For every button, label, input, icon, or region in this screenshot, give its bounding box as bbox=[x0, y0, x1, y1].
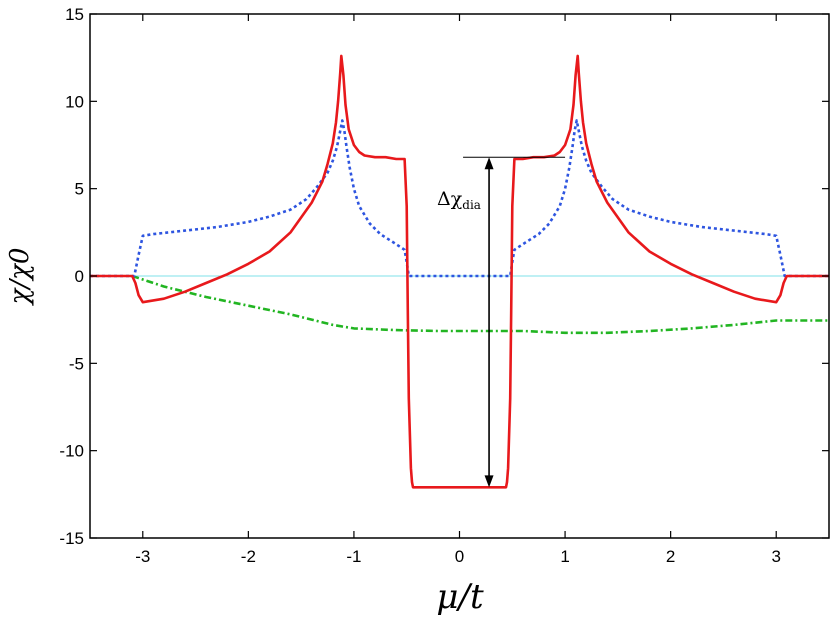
y-tick-label: 0 bbox=[75, 267, 84, 286]
y-tick-label: 10 bbox=[65, 92, 84, 111]
y-tick-label: -5 bbox=[69, 354, 84, 373]
x-tick-label: -1 bbox=[346, 547, 361, 566]
series-line-1 bbox=[90, 54, 829, 489]
y-axis-label: χ/χ0 bbox=[5, 248, 35, 307]
x-tick-label: 3 bbox=[771, 547, 780, 566]
x-tick-label: 0 bbox=[455, 547, 464, 566]
y-tick-label: 15 bbox=[65, 5, 84, 24]
annotation-label: Δχdia bbox=[437, 188, 481, 212]
arrow-head-up bbox=[484, 157, 494, 170]
arrow-head-down bbox=[484, 475, 494, 488]
plot-area bbox=[90, 54, 829, 489]
annotation: Δχdia bbox=[437, 156, 566, 488]
x-tick-label: -3 bbox=[135, 547, 150, 566]
x-tick-label: 2 bbox=[666, 547, 675, 566]
x-tick-label: 1 bbox=[560, 547, 569, 566]
x-tick-label: -2 bbox=[241, 547, 256, 566]
y-tick-label: -15 bbox=[59, 529, 84, 548]
series-line-3 bbox=[131, 274, 829, 335]
y-tick-label: 5 bbox=[75, 180, 84, 199]
series-line-2 bbox=[90, 119, 829, 278]
y-tick-label: -10 bbox=[59, 442, 84, 461]
x-axis-label: μ/t bbox=[436, 577, 484, 617]
